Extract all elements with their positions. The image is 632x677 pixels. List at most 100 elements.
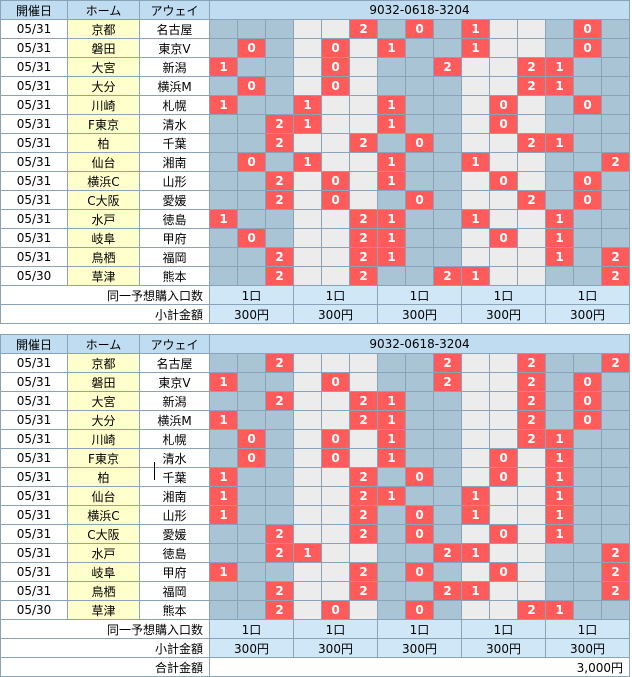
prediction-cell[interactable] [265,57,294,77]
prediction-cell[interactable] [321,228,350,248]
prediction-cell[interactable] [237,353,266,373]
prediction-mark[interactable]: 2 [517,391,546,411]
prediction-mark[interactable]: 1 [461,38,490,58]
prediction-mark[interactable]: 0 [489,448,518,468]
prediction-mark[interactable]: 1 [209,505,238,525]
prediction-cell[interactable] [433,190,462,210]
prediction-cell[interactable] [601,600,630,620]
prediction-cell[interactable] [517,209,546,229]
prediction-cell[interactable] [433,505,462,525]
prediction-mark[interactable]: 1 [377,448,406,468]
prediction-mark[interactable]: 2 [349,505,378,525]
prediction-mark[interactable]: 0 [405,505,434,525]
prediction-cell[interactable] [349,152,378,172]
prediction-cell[interactable] [265,372,294,392]
prediction-cell[interactable] [517,228,546,248]
prediction-cell[interactable] [265,505,294,525]
prediction-cell[interactable] [489,247,518,267]
prediction-cell[interactable] [377,467,406,487]
prediction-cell[interactable] [461,190,490,210]
prediction-cell[interactable] [237,600,266,620]
prediction-cell[interactable] [293,209,322,229]
prediction-mark[interactable]: 1 [377,247,406,267]
prediction-cell[interactable] [433,171,462,191]
prediction-cell[interactable] [601,429,630,449]
prediction-mark[interactable]: 1 [293,152,322,172]
prediction-mark[interactable]: 0 [237,152,266,172]
prediction-mark[interactable]: 1 [545,247,574,267]
prediction-cell[interactable] [433,467,462,487]
prediction-cell[interactable] [293,505,322,525]
prediction-mark[interactable]: 0 [237,429,266,449]
prediction-cell[interactable] [377,266,406,286]
prediction-cell[interactable] [237,57,266,77]
prediction-cell[interactable] [489,133,518,153]
prediction-mark[interactable]: 0 [405,19,434,39]
prediction-cell[interactable] [293,410,322,430]
prediction-cell[interactable] [321,467,350,487]
prediction-cell[interactable] [349,76,378,96]
prediction-cell[interactable] [489,19,518,39]
prediction-cell[interactable] [377,543,406,563]
prediction-cell[interactable] [433,391,462,411]
prediction-mark[interactable]: 2 [265,114,294,134]
prediction-cell[interactable] [265,448,294,468]
prediction-mark[interactable]: 1 [461,266,490,286]
prediction-cell[interactable] [377,190,406,210]
prediction-mark[interactable]: 1 [293,114,322,134]
prediction-cell[interactable] [461,562,490,582]
prediction-cell[interactable] [573,543,602,563]
prediction-cell[interactable] [237,190,266,210]
prediction-mark[interactable]: 0 [321,76,350,96]
prediction-cell[interactable] [377,600,406,620]
prediction-cell[interactable] [293,486,322,506]
prediction-cell[interactable] [349,429,378,449]
prediction-cell[interactable] [349,114,378,134]
prediction-cell[interactable] [209,171,238,191]
prediction-cell[interactable] [433,228,462,248]
prediction-mark[interactable]: 1 [209,209,238,229]
prediction-mark[interactable]: 2 [265,600,294,620]
prediction-cell[interactable] [461,391,490,411]
prediction-cell[interactable] [293,448,322,468]
prediction-cell[interactable] [461,57,490,77]
prediction-cell[interactable] [265,562,294,582]
prediction-mark[interactable]: 2 [433,353,462,373]
prediction-cell[interactable] [517,95,546,115]
prediction-mark[interactable]: 2 [517,133,546,153]
prediction-cell[interactable] [601,190,630,210]
prediction-cell[interactable] [377,505,406,525]
prediction-cell[interactable] [545,353,574,373]
prediction-cell[interactable] [545,562,574,582]
prediction-cell[interactable] [517,562,546,582]
prediction-cell[interactable] [433,114,462,134]
prediction-cell[interactable] [237,266,266,286]
prediction-mark[interactable]: 2 [349,266,378,286]
prediction-mark[interactable]: 1 [545,448,574,468]
prediction-cell[interactable] [461,247,490,267]
prediction-cell[interactable] [293,19,322,39]
prediction-mark[interactable]: 0 [405,562,434,582]
prediction-mark[interactable]: 1 [545,57,574,77]
prediction-cell[interactable] [433,429,462,449]
prediction-cell[interactable] [517,581,546,601]
prediction-cell[interactable] [573,114,602,134]
prediction-mark[interactable]: 0 [321,57,350,77]
prediction-mark[interactable]: 1 [209,467,238,487]
prediction-mark[interactable]: 0 [573,190,602,210]
prediction-cell[interactable] [265,95,294,115]
prediction-mark[interactable]: 1 [461,543,490,563]
prediction-cell[interactable] [433,152,462,172]
prediction-mark[interactable]: 1 [545,429,574,449]
prediction-cell[interactable] [237,581,266,601]
prediction-cell[interactable] [377,353,406,373]
prediction-cell[interactable] [573,467,602,487]
prediction-cell[interactable] [321,524,350,544]
prediction-cell[interactable] [237,209,266,229]
prediction-cell[interactable] [601,228,630,248]
prediction-cell[interactable] [517,247,546,267]
prediction-cell[interactable] [489,486,518,506]
prediction-mark[interactable]: 2 [517,600,546,620]
prediction-cell[interactable] [573,562,602,582]
prediction-mark[interactable]: 2 [601,581,630,601]
